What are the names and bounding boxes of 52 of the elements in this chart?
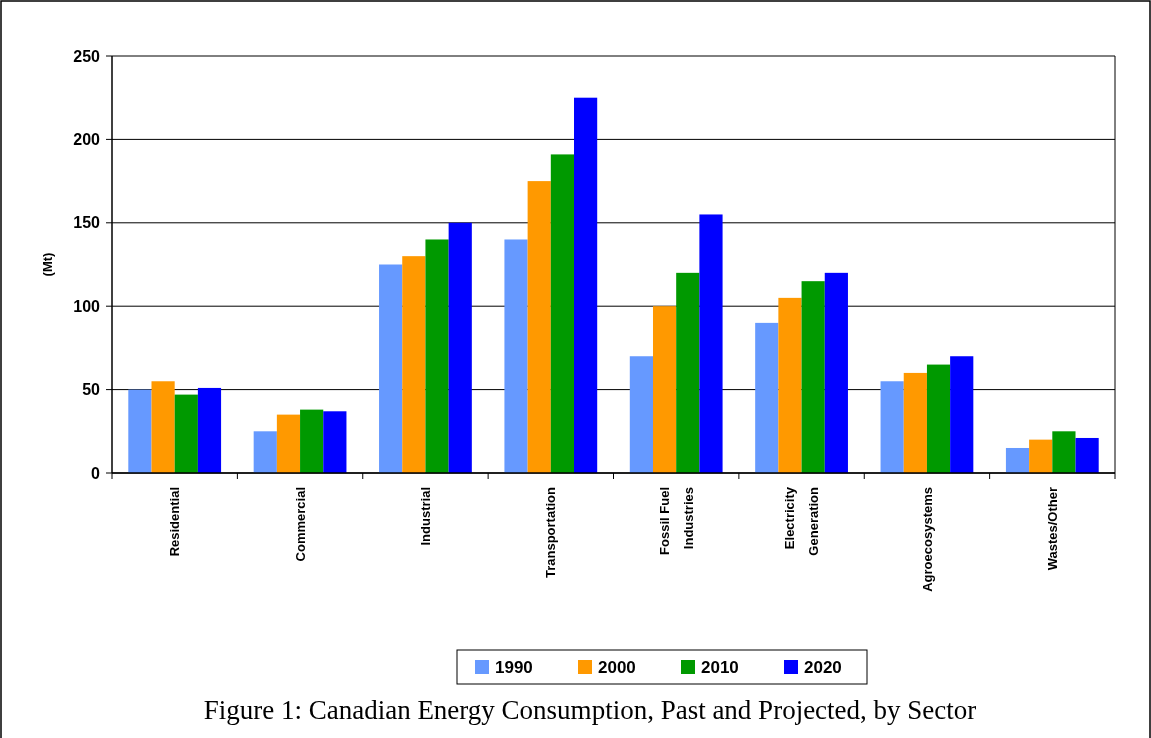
x-tick-label: Fossil Fuel Industries xyxy=(656,487,696,555)
x-tick-label: Transportation xyxy=(543,486,559,579)
legend-label: 1990 xyxy=(495,657,533,677)
bar xyxy=(300,409,324,473)
bar xyxy=(699,214,723,473)
bar xyxy=(448,222,472,473)
bar xyxy=(276,414,301,473)
bar xyxy=(801,281,825,473)
bar xyxy=(550,154,575,473)
bar xyxy=(323,411,347,473)
text: Figure 1: Canadian Energy Consumption, Past and Projected, by Sector xyxy=(203,695,977,725)
bar xyxy=(504,239,528,473)
x-tick-label: Agroecosystems xyxy=(919,487,935,592)
x-tick-label: Residential xyxy=(167,487,183,557)
legend-label: 2000 xyxy=(598,657,636,677)
bar xyxy=(527,181,551,473)
bar xyxy=(1075,437,1099,473)
bar xyxy=(197,387,222,473)
bar xyxy=(253,431,277,473)
legend-label: 2020 xyxy=(804,657,842,677)
bar xyxy=(824,272,848,473)
x-tick-label: Electricity Generation xyxy=(782,486,822,556)
x-tick-label: Industrial xyxy=(417,487,433,546)
y-tick-label: 0 xyxy=(91,464,101,482)
bar xyxy=(755,322,779,473)
bar xyxy=(652,306,677,473)
bar xyxy=(128,389,152,473)
y-tick-label: 50 xyxy=(82,381,101,399)
bar xyxy=(903,372,927,473)
x-tick-label: Commercial xyxy=(292,487,308,562)
bar xyxy=(1052,431,1076,473)
bar xyxy=(629,356,653,473)
y-axis-title: (Mt) xyxy=(40,252,55,277)
bar xyxy=(174,394,198,473)
y-tick-label: 200 xyxy=(73,131,101,148)
y-tick-label: 250 xyxy=(73,47,101,65)
bar xyxy=(151,381,175,473)
bar xyxy=(880,381,904,473)
bar xyxy=(574,97,598,473)
bar xyxy=(402,256,426,473)
x-tick-label: Wastes/Other xyxy=(1044,487,1060,571)
bar xyxy=(676,272,700,473)
bar xyxy=(950,356,974,473)
legend-label: 2010 xyxy=(701,657,739,677)
bar xyxy=(778,297,802,473)
y-tick-label: 150 xyxy=(73,214,101,232)
bar xyxy=(1029,439,1053,473)
bar xyxy=(379,264,403,473)
bar xyxy=(425,239,449,473)
bar xyxy=(1005,447,1030,473)
y-tick-label: 100 xyxy=(73,297,101,315)
bar xyxy=(926,364,951,473)
